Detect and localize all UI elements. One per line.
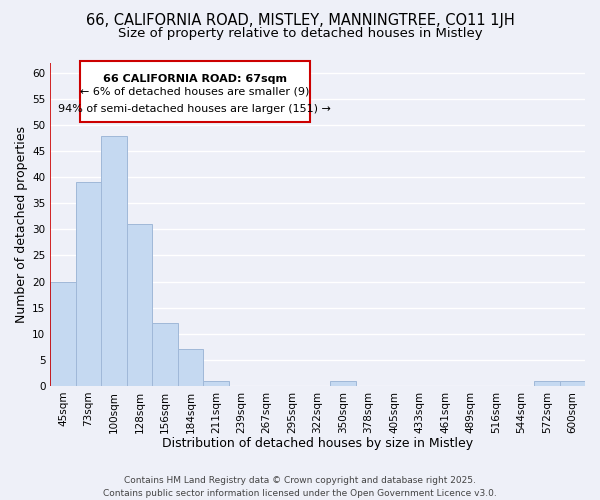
Bar bbox=[127, 224, 152, 386]
Y-axis label: Number of detached properties: Number of detached properties bbox=[15, 126, 28, 322]
Bar bbox=[76, 182, 101, 386]
Text: Size of property relative to detached houses in Mistley: Size of property relative to detached ho… bbox=[118, 28, 482, 40]
Bar bbox=[178, 350, 203, 386]
Text: 66, CALIFORNIA ROAD, MISTLEY, MANNINGTREE, CO11 1JH: 66, CALIFORNIA ROAD, MISTLEY, MANNINGTRE… bbox=[86, 12, 514, 28]
Bar bbox=[203, 380, 229, 386]
X-axis label: Distribution of detached houses by size in Mistley: Distribution of detached houses by size … bbox=[162, 437, 473, 450]
Bar bbox=[560, 380, 585, 386]
Bar bbox=[331, 380, 356, 386]
Text: ← 6% of detached houses are smaller (9): ← 6% of detached houses are smaller (9) bbox=[80, 87, 310, 97]
Bar bbox=[101, 136, 127, 386]
Bar bbox=[152, 324, 178, 386]
Bar bbox=[50, 282, 76, 386]
Text: 94% of semi-detached houses are larger (151) →: 94% of semi-detached houses are larger (… bbox=[58, 104, 331, 114]
Text: 66 CALIFORNIA ROAD: 67sqm: 66 CALIFORNIA ROAD: 67sqm bbox=[103, 74, 287, 84]
Text: Contains HM Land Registry data © Crown copyright and database right 2025.
Contai: Contains HM Land Registry data © Crown c… bbox=[103, 476, 497, 498]
Bar bbox=[534, 380, 560, 386]
FancyBboxPatch shape bbox=[80, 61, 310, 122]
